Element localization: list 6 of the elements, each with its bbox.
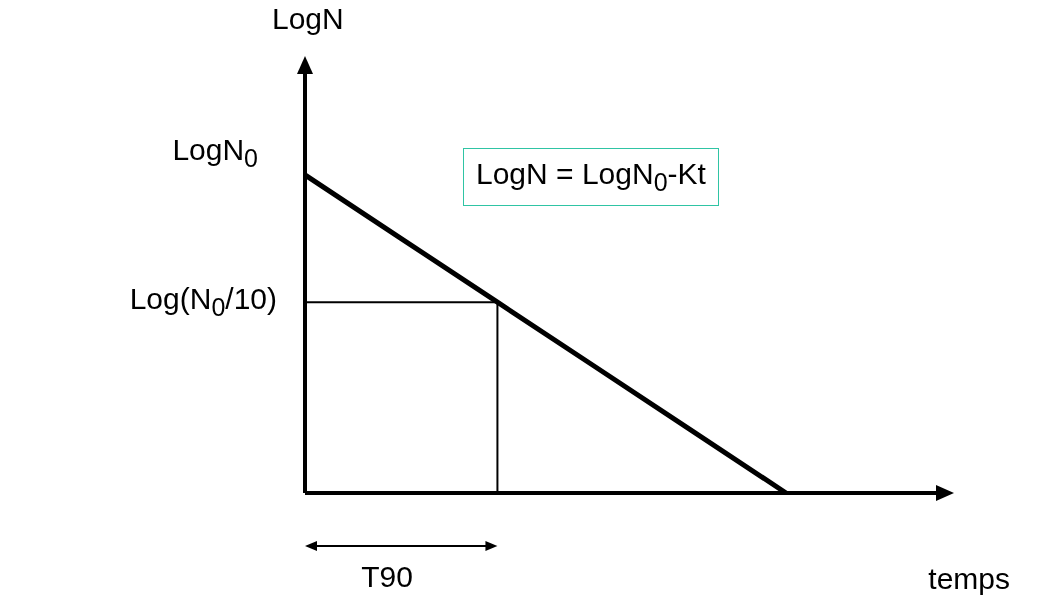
annotation: LogN = LogN$_{0}$-Kt xyxy=(463,148,719,206)
ref-line-label: Log(N$_{0}$/10) xyxy=(129,282,277,323)
text: T90 xyxy=(361,560,413,594)
text: LogN$_{0}$ xyxy=(172,132,258,173)
y-axis-title: LogN xyxy=(272,2,344,36)
x-axis-title: temps xyxy=(928,562,1010,596)
